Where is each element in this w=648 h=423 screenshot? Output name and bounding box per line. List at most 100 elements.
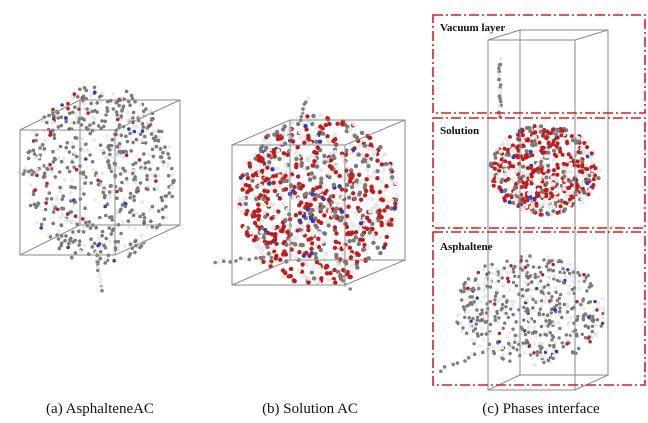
atom — [110, 144, 114, 148]
atom — [506, 277, 509, 280]
atom — [548, 344, 551, 347]
atom — [532, 265, 535, 268]
atom — [497, 66, 501, 70]
atom — [510, 300, 513, 303]
atom — [354, 235, 358, 239]
atom — [525, 182, 529, 186]
atom — [541, 134, 545, 138]
atom — [62, 157, 66, 161]
atom — [135, 212, 139, 216]
atom — [375, 176, 379, 180]
atom — [160, 196, 164, 200]
atom — [524, 154, 528, 158]
atom — [527, 326, 530, 329]
atom — [45, 184, 49, 188]
atom — [555, 173, 559, 177]
atom — [377, 218, 381, 222]
atom — [91, 160, 95, 164]
atom — [29, 204, 33, 208]
atom — [507, 142, 511, 146]
atom — [497, 105, 501, 109]
atom — [532, 309, 535, 312]
atom — [376, 246, 380, 250]
atom — [248, 164, 252, 168]
atom — [585, 289, 588, 292]
atom — [328, 271, 332, 275]
atom — [592, 320, 595, 323]
atom — [575, 173, 579, 177]
atom — [479, 319, 482, 322]
atom — [552, 168, 556, 172]
atom — [591, 330, 594, 333]
atom — [302, 214, 306, 218]
atom — [504, 168, 508, 172]
atom — [122, 156, 126, 160]
atom — [309, 203, 313, 207]
atom — [103, 120, 107, 124]
atom — [135, 138, 139, 142]
atom — [537, 188, 541, 192]
atom — [578, 280, 581, 283]
atom — [502, 327, 505, 330]
atom — [272, 133, 276, 137]
atom — [347, 195, 351, 199]
atom — [131, 141, 135, 145]
atom — [118, 123, 122, 127]
caption: (b) Solution AC — [262, 401, 358, 417]
atom — [148, 208, 152, 212]
atom — [575, 184, 579, 188]
atom — [477, 271, 480, 274]
atom — [353, 197, 357, 201]
atom — [322, 213, 326, 217]
atom — [539, 271, 542, 274]
atom — [66, 166, 70, 170]
atom — [571, 280, 574, 283]
atom — [262, 235, 266, 239]
atom — [472, 288, 476, 292]
atom — [319, 177, 323, 181]
atom — [104, 113, 108, 117]
atom — [104, 258, 108, 262]
atom — [556, 186, 560, 190]
atom — [144, 166, 148, 170]
atom — [503, 147, 507, 151]
atom — [81, 149, 85, 153]
atom — [112, 259, 116, 263]
atom — [474, 327, 477, 330]
atom — [463, 359, 467, 363]
atom — [551, 142, 555, 146]
atom — [39, 226, 43, 230]
atom — [323, 232, 327, 236]
atom — [314, 243, 318, 247]
atom — [512, 267, 515, 270]
atom — [545, 348, 548, 351]
atom — [62, 194, 66, 198]
atom — [329, 165, 333, 169]
atom — [29, 184, 33, 188]
atom — [44, 208, 48, 212]
atom — [99, 277, 103, 281]
atom — [278, 174, 282, 178]
atom — [286, 153, 290, 157]
atom — [310, 267, 314, 271]
atom — [278, 196, 282, 200]
atom — [283, 218, 287, 222]
atom — [150, 225, 154, 229]
atom — [129, 252, 133, 256]
atom — [120, 114, 124, 118]
atom — [86, 111, 90, 115]
atom — [144, 107, 148, 111]
atom — [103, 194, 107, 198]
atom — [554, 191, 558, 195]
atom — [552, 149, 556, 153]
atom — [533, 169, 537, 173]
atom — [34, 131, 38, 135]
atom — [259, 184, 263, 188]
atom — [97, 265, 101, 269]
atom — [163, 145, 167, 149]
atom — [156, 167, 160, 171]
atom — [296, 122, 300, 126]
atom — [81, 143, 85, 147]
atom — [565, 141, 569, 145]
atom — [32, 149, 36, 153]
